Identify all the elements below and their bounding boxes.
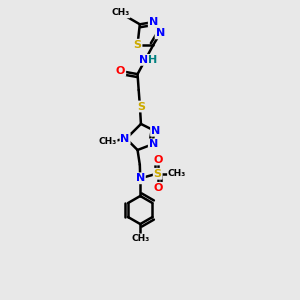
Text: N: N <box>121 134 130 144</box>
Text: N: N <box>156 28 165 38</box>
Text: CH₃: CH₃ <box>131 234 149 243</box>
Text: N: N <box>151 126 160 136</box>
Text: S: S <box>134 40 142 50</box>
Text: CH₃: CH₃ <box>98 137 117 146</box>
Text: N: N <box>149 139 158 149</box>
Text: O: O <box>116 66 125 76</box>
Text: S: S <box>137 101 145 112</box>
Text: O: O <box>153 183 162 193</box>
Text: O: O <box>153 154 162 164</box>
Text: CH₃: CH₃ <box>168 169 186 178</box>
Text: N: N <box>136 173 145 183</box>
Text: S: S <box>154 169 162 179</box>
Text: N: N <box>139 55 148 65</box>
Text: CH₃: CH₃ <box>111 8 130 17</box>
Text: N: N <box>149 17 158 27</box>
Text: H: H <box>148 55 157 65</box>
